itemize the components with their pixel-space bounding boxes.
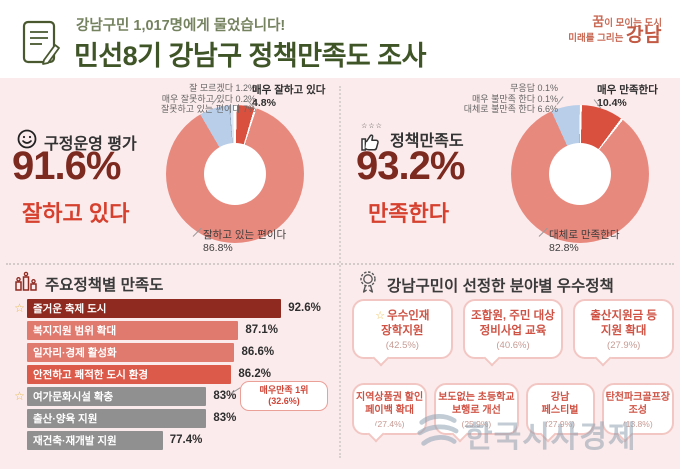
gov-minor-labels: 잘 모르겠다 1.2% 매우 잘못하고 있다 0.2% 잘못하고 있는 편이다 … — [160, 83, 256, 114]
speech-bubble: 보도없는 초등학교 보행로 개선 (25.9%) — [434, 383, 519, 435]
survey-badge: 강남구민 1,017명에게 물었습니다! — [76, 18, 286, 34]
policy-side-label: 매우 만족한다 10.4% — [597, 84, 658, 109]
smiley-icon — [16, 128, 38, 155]
bubble-percentage: (25.9%) — [461, 419, 492, 429]
bar-chart-icon — [14, 270, 38, 297]
gov-caption: 잘하고 있다 — [22, 201, 130, 226]
policy-minor-labels: 무응답 0.1% 매우 불만족 한다 0.1% 대체로 불만족 한다 6.6% — [463, 83, 558, 114]
star-icon: ☆ — [14, 389, 25, 403]
bar-segment: 안전하고 쾌적한 도시 환경 — [27, 364, 232, 384]
gov-donut-chart — [166, 105, 304, 243]
bar-value: 83% — [213, 412, 237, 424]
gov-heading-label: 구정운영 평가 — [44, 135, 137, 153]
bar-row: 복지지원 범위 확대 87.1% — [12, 319, 336, 341]
horizontal-divider — [6, 263, 674, 265]
bubble-percentage: (27.4%) — [374, 419, 405, 429]
bar-segment: 여가문화시설 확충 — [27, 386, 207, 406]
best-policy-row-1: ☆ 우수인재 장학지원 (42.5%) 조합원, 주민 대상 정비사업 교육 (4… — [352, 299, 675, 359]
bubble-percentage: (27.9%) — [607, 340, 641, 351]
bar-value: 92.6% — [288, 302, 321, 314]
gov-percentage: 91.6% — [12, 144, 121, 188]
logo-brand-name: 강남 — [626, 25, 662, 46]
donut-hole — [549, 143, 611, 205]
policy-caption: 만족한다 — [368, 201, 449, 226]
policy-main-label: 대체로 만족한다 82.8% — [549, 229, 620, 254]
bar-segment: 일자리·경제 활성화 — [27, 342, 235, 362]
bar-row: 일자리·경제 활성화 86.6% — [12, 341, 336, 363]
medal-icon — [356, 270, 380, 299]
logo-line2: 미래를 그리는 — [568, 33, 624, 44]
donut-hole — [204, 143, 266, 205]
logo-line1: 이 모이는 도시 — [604, 18, 662, 29]
speech-bubble: 탄천파크골프장 조성 (13.8%) — [601, 383, 674, 435]
bar-value: 87.1% — [245, 324, 278, 336]
vertical-divider — [339, 86, 341, 458]
bar-label: 즐거운 축제 도시 — [33, 302, 107, 315]
policy-satisfaction-heading: ☆☆☆ 정책만족도 — [360, 123, 464, 152]
bar-segment: 출산·양육 지원 — [27, 408, 207, 428]
bar-segment: 재건축·재개발 지원 — [27, 430, 163, 450]
speech-bubble: 출산지원금 등 지원 확대 (27.9%) — [573, 299, 675, 359]
best-policy-row-2: 지역상품권 할인 페이백 확대 (27.4%) 보도없는 초등학교 보행로 개선… — [352, 383, 674, 435]
bubble-percentage: (27.9%) — [545, 419, 575, 429]
best-policy-section-title: 강남구민이 선정한 분야별 우수정책 — [356, 270, 614, 299]
gangnam-brand-logo: 꿈이 모이는 도시 미래를 그리는 강남 — [568, 14, 662, 46]
thumbs-up-icon: ☆☆☆ — [360, 123, 384, 152]
bar-label: 재건축·재개발 지원 — [33, 434, 117, 447]
bar-label: 여가문화시설 확충 — [33, 390, 114, 403]
speech-bubble: 지역상품권 할인 페이백 확대 (27.4%) — [352, 383, 428, 435]
bar-row: ☆ 여가문화시설 확충 83% — [12, 385, 336, 407]
page-title: 민선8기 강남구 정책만족도 조사 — [74, 41, 426, 71]
gov-side-label: 매우 잘하고 있다 4.8% — [252, 84, 326, 109]
bar-segment: 즐거운 축제 도시 — [27, 298, 282, 318]
speech-bubble: 조합원, 주민 대상 정비사업 교육 (40.6%) — [462, 299, 564, 359]
bar-row: 재건축·재개발 지원 77.4% — [12, 429, 336, 451]
bar-row: ☆ 즐거운 축제 도시 92.6% — [12, 297, 336, 319]
bar-value: 77.4% — [169, 434, 203, 446]
policy-donut-chart — [511, 105, 649, 243]
logo-dream-text: 꿈 — [592, 14, 605, 29]
speech-bubble: 강남 페스티벌 (27.9%) — [525, 383, 595, 435]
bubble-percentage: (42.5%) — [385, 340, 419, 351]
top-satisfaction-callout: 매우만족 1위 (32.6%) — [240, 381, 328, 411]
gov-evaluation-heading: 구정운영 평가 — [16, 128, 137, 155]
bar-value: 86.2% — [238, 368, 271, 380]
policy-heading-label: 정책만족도 — [390, 133, 464, 150]
star-icon: ☆ — [14, 301, 25, 315]
bars-section-title: 주요정책별 만족도 — [14, 270, 163, 297]
bar-value: 83% — [213, 390, 237, 402]
bar-label: 출산·양육 지원 — [33, 412, 98, 425]
bar-row: 출산·양육 지원 83% — [12, 407, 336, 429]
bar-label: 일자리·경제 활성화 — [33, 346, 117, 359]
gov-main-label: 잘하고 있는 편이다 86.8% — [203, 229, 287, 254]
bubble-percentage: (13.8%) — [622, 419, 653, 429]
bubble-percentage: (40.6%) — [496, 340, 530, 351]
speech-bubble: ☆ 우수인재 장학지원 (42.5%) — [352, 299, 453, 359]
bar-value: 86.6% — [241, 346, 275, 358]
star-icon: ☆ — [375, 310, 386, 322]
policy-percentage: 93.2% — [356, 144, 465, 188]
bar-row: 안전하고 쾌적한 도시 환경 86.2% — [12, 363, 336, 385]
policy-bar-chart: ☆ 즐거운 축제 도시 92.6% 복지지원 범위 확대 87.1% 일자리·경… — [12, 297, 336, 451]
document-pencil-icon — [18, 18, 64, 73]
bar-label: 복지지원 범위 확대 — [33, 324, 117, 337]
bar-label: 안전하고 쾌적한 도시 환경 — [33, 368, 149, 381]
bar-segment: 복지지원 범위 확대 — [27, 320, 239, 340]
